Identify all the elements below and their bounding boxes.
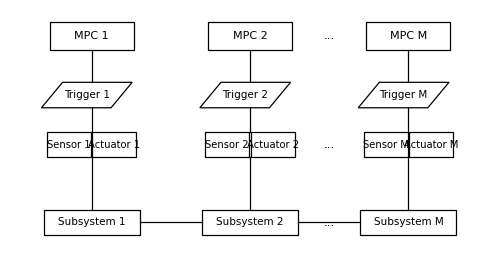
- Text: Sensor 2: Sensor 2: [206, 140, 249, 150]
- FancyBboxPatch shape: [360, 210, 456, 235]
- Text: Subsystem 2: Subsystem 2: [216, 217, 284, 227]
- Text: MPC 2: MPC 2: [232, 31, 268, 41]
- FancyBboxPatch shape: [92, 132, 136, 157]
- Text: ...: ...: [324, 138, 335, 151]
- Polygon shape: [358, 82, 449, 108]
- FancyBboxPatch shape: [364, 132, 408, 157]
- FancyBboxPatch shape: [205, 132, 250, 157]
- Polygon shape: [42, 82, 132, 108]
- Text: Sensor 1: Sensor 1: [47, 140, 90, 150]
- Text: Subsystem 1: Subsystem 1: [58, 217, 126, 227]
- Text: MPC 1: MPC 1: [74, 31, 109, 41]
- FancyBboxPatch shape: [366, 22, 450, 50]
- Text: Actuator 1: Actuator 1: [88, 140, 141, 150]
- Text: Actuator M: Actuator M: [404, 140, 458, 150]
- Text: ...: ...: [324, 29, 335, 42]
- Text: Sensor M: Sensor M: [362, 140, 408, 150]
- FancyBboxPatch shape: [208, 22, 292, 50]
- FancyBboxPatch shape: [46, 132, 91, 157]
- FancyBboxPatch shape: [44, 210, 140, 235]
- FancyBboxPatch shape: [202, 210, 298, 235]
- Text: Trigger M: Trigger M: [380, 90, 428, 100]
- Text: Trigger 1: Trigger 1: [64, 90, 110, 100]
- Text: Subsystem M: Subsystem M: [374, 217, 444, 227]
- FancyBboxPatch shape: [409, 132, 454, 157]
- FancyBboxPatch shape: [50, 22, 134, 50]
- Text: Actuator 2: Actuator 2: [246, 140, 299, 150]
- FancyBboxPatch shape: [250, 132, 295, 157]
- Text: MPC M: MPC M: [390, 31, 427, 41]
- Text: Trigger 2: Trigger 2: [222, 90, 268, 100]
- Text: ...: ...: [324, 216, 335, 229]
- Polygon shape: [200, 82, 290, 108]
